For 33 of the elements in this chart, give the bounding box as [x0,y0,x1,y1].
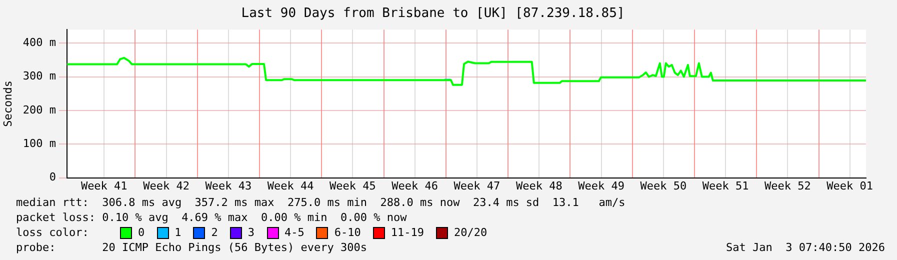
legend-title: loss color: [16,225,90,240]
text: packet loss: 0.10 % avg 4.69 % max 0.00 % min 0.00 % now [15,210,408,225]
legend-label: 20/20 [454,225,488,240]
x-tick-label: Week 43 [205,179,252,192]
x-tick-label: Week 50 [640,179,687,192]
x-tick-label: Week 47 [454,179,500,192]
legend-label: 3 [248,225,254,240]
x-tick-label: Week 51 [702,179,749,192]
x-tick-label: Week 49 [578,179,624,192]
y-tick-label: 100 m [22,136,56,150]
legend-label: 6-10 [334,225,361,240]
x-tick-label: Week 42 [143,179,190,192]
y-tick-label: 0 [49,170,56,184]
x-tick-label: Week 41 [80,179,128,192]
text: Sat Jan 3 07:40:50 2026 [726,240,885,255]
legend-label: 11-19 [390,225,424,240]
x-tick-label: Week 48 [516,179,562,192]
legend-label: 4-5 [284,225,304,240]
y-tick-label: 200 m [22,103,56,116]
x-tick-label: Week 44 [267,179,314,192]
y-tick-label: 400 m [22,36,56,49]
x-tick-label: Week 46 [392,179,438,192]
y-axis-title: Seconds [1,80,14,127]
legend-label: 0 [138,225,145,240]
text: probe: 20 ICMP Echo Pings (56 Bytes) every 300s [16,240,367,255]
x-tick-label: Week 01 [826,179,874,192]
chart-title: Last 90 Days from Brisbane to [UK] [87.239.18.85] [241,6,625,22]
legend-label: 2 [211,225,218,240]
y-tick-label: 300 m [22,70,56,83]
legend-label: 1 [174,225,182,240]
x-tick-label: Week 52 [764,179,811,192]
x-tick-label: Week 45 [330,179,376,192]
text: median rtt: 306.8 ms avg 357.2 ms max 275.0 ms min 288.0 ms now 23.4 ms sd 13.1 am/s [15,195,626,210]
